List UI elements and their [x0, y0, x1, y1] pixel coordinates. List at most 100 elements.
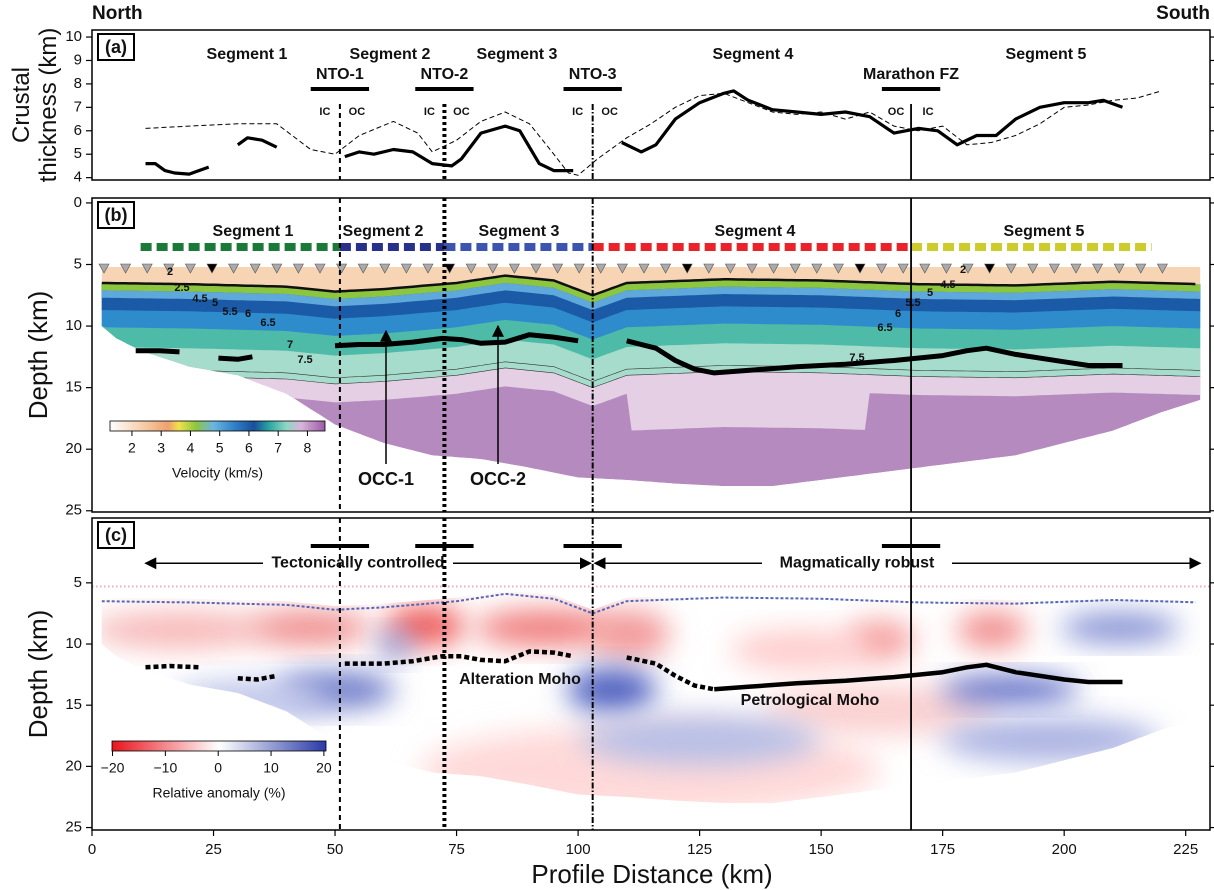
- contour-label: 5.5: [222, 306, 237, 318]
- corner-label: South: [1156, 3, 1210, 24]
- station: [444, 263, 456, 274]
- data-line: [145, 649, 715, 692]
- station: [638, 263, 650, 274]
- y-tick-label: 6: [74, 122, 82, 139]
- station: [120, 263, 132, 274]
- station: [379, 263, 391, 274]
- station: [314, 263, 326, 274]
- anomaly-blob: [580, 715, 820, 765]
- contour-label: 6: [245, 308, 251, 320]
- discontinuity-label: NTO-1: [316, 66, 364, 83]
- station: [98, 263, 110, 274]
- y-tick-label: 4: [74, 169, 82, 186]
- side-label: OC: [349, 106, 366, 118]
- data-line: [135, 332, 1123, 376]
- discontinuity-label: Marathon FZ: [863, 66, 959, 83]
- colorbar-tick-label: 4: [187, 440, 195, 456]
- panel-label: (a): [105, 37, 127, 57]
- y-tick-label: 10: [65, 28, 82, 45]
- station: [962, 263, 974, 274]
- station: [854, 263, 866, 274]
- y-axis-title: Crustalthickness (km): [8, 28, 62, 183]
- contour-label: 5: [927, 287, 933, 299]
- anomaly-blob: [1060, 614, 1180, 642]
- contour: [101, 361, 1201, 382]
- contour-label: 4.5: [192, 293, 207, 305]
- x-tick-label: 50: [327, 841, 344, 858]
- side-label: IC: [424, 106, 435, 118]
- station: [681, 263, 693, 274]
- discontinuity-label: NTO-2: [421, 66, 469, 83]
- y-tick-label: 20: [65, 757, 82, 774]
- y-tick-label: 7: [74, 98, 82, 115]
- contour-label: 2: [167, 266, 173, 278]
- station: [1156, 263, 1168, 274]
- segment-label: Segment 1: [213, 223, 294, 240]
- discontinuity-label: NTO-3: [569, 66, 617, 83]
- series-label: Petrological Moho: [741, 692, 880, 709]
- station: [184, 263, 196, 274]
- y-tick-label: 8: [74, 75, 82, 92]
- anomaly-blob: [590, 610, 670, 658]
- segment-label: Segment 4: [715, 223, 796, 240]
- anomaly-blob: [760, 685, 1000, 735]
- station: [1135, 263, 1147, 274]
- contour-label: 5.5: [905, 297, 920, 309]
- regime-label: Tectonically controlled: [271, 554, 444, 571]
- contour-label: 2.5: [174, 282, 189, 294]
- station: [1048, 263, 1060, 274]
- colorbar-tick-label: 7: [274, 440, 282, 456]
- panel-frame: [91, 517, 1211, 831]
- regime-label-bg: [762, 553, 952, 574]
- y-tick-label: 20: [65, 440, 82, 457]
- colorbar-tick-label: −10: [153, 760, 177, 776]
- anomaly-blob: [957, 612, 1027, 648]
- contour: [101, 367, 1201, 388]
- contour-label: 6: [895, 308, 901, 320]
- anomaly-blob: [475, 610, 615, 646]
- side-label: OC: [601, 106, 618, 118]
- colorbar-tick-label: 0: [214, 760, 222, 776]
- anomaly-blob: [250, 610, 370, 646]
- station: [595, 263, 607, 274]
- segment-label: Segment 3: [477, 46, 558, 63]
- colorbar-tick-label: −20: [101, 760, 125, 776]
- station: [768, 263, 780, 274]
- y-axis-title: Depth (km): [23, 610, 53, 739]
- y-tick-label: 25: [65, 819, 82, 836]
- segment-label: Segment 4: [713, 46, 794, 63]
- y-axis-title-line: Crustal: [8, 67, 35, 143]
- contour-label: 6.5: [260, 317, 275, 329]
- station: [1005, 263, 1017, 274]
- y-tick-label: 15: [65, 696, 82, 713]
- station: [746, 263, 758, 274]
- y-tick-label: 0: [74, 194, 82, 211]
- anomaly-blob: [377, 631, 413, 659]
- colorbar-label: Velocity (km/s): [172, 465, 263, 481]
- colorbar-tick-label: 20: [316, 760, 332, 776]
- station: [508, 263, 520, 274]
- x-tick-label: 150: [809, 841, 834, 858]
- x-tick-label: 225: [1173, 841, 1198, 858]
- station: [1092, 263, 1104, 274]
- y-axis-title-line: thickness (km): [35, 28, 62, 183]
- contour-label: 4.5: [940, 279, 955, 291]
- panel-label-box: [97, 521, 135, 549]
- segment-label: Segment 5: [1004, 223, 1085, 240]
- y-axis-title: Depth (km): [23, 291, 53, 420]
- colorbar-tick-label: 10: [263, 760, 279, 776]
- station: [400, 263, 412, 274]
- anomaly-blob: [940, 676, 1080, 704]
- station: [919, 263, 931, 274]
- segment-label: Segment 2: [350, 46, 431, 63]
- anomaly-blob: [567, 668, 657, 712]
- colorbar: [109, 420, 326, 432]
- series-label: Alteration Moho: [459, 671, 581, 688]
- y-tick-label: 15: [65, 379, 82, 396]
- panel-label-box: [97, 33, 135, 61]
- station: [876, 263, 888, 274]
- station: [703, 263, 715, 274]
- station: [465, 263, 477, 274]
- station: [292, 263, 304, 274]
- colorbar-tick-label: 5: [216, 440, 224, 456]
